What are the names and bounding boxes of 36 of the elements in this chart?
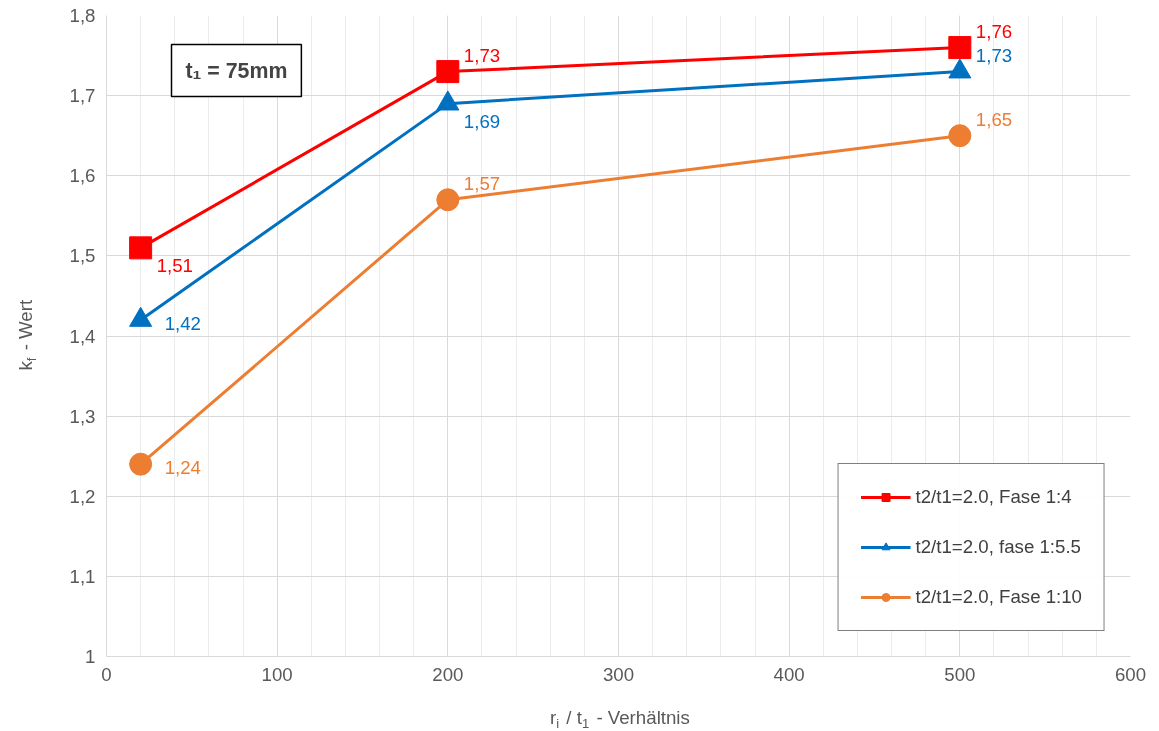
- data-label: 1,73: [975, 44, 1013, 66]
- data-label: 1,57: [463, 172, 501, 194]
- data-label: 1,73: [463, 44, 501, 66]
- point: [948, 124, 972, 148]
- x-tick-label: 0: [101, 663, 112, 685]
- data-label: 1,65: [975, 108, 1013, 130]
- y-tick-label: 1,6: [69, 165, 96, 187]
- y-tick-label: 1,1: [69, 565, 96, 587]
- y-tick-label: 1,3: [69, 405, 96, 427]
- legend-label: t2/t1=2.0, Fase 1:4: [915, 486, 1072, 508]
- y-tick-label: 1,7: [69, 85, 96, 107]
- y-tick-label: 1,4: [69, 325, 96, 347]
- x-tick-label: 400: [773, 663, 805, 685]
- annotation: t₁ = 75mm: [185, 58, 288, 83]
- data-label: 1,76: [975, 20, 1013, 42]
- data-label: 1,51: [156, 254, 193, 276]
- y-tick-label: 1,5: [69, 245, 96, 267]
- x-tick-label: 200: [432, 663, 464, 685]
- point: [129, 452, 153, 476]
- point: [436, 60, 460, 84]
- y-axis-title: kf - Wert: [15, 299, 40, 371]
- data-label: 1,24: [164, 457, 201, 479]
- x-tick-label: 100: [261, 663, 293, 685]
- point: [436, 188, 460, 212]
- y-tick-label: 1,2: [69, 485, 96, 507]
- x-tick-label: 600: [1114, 663, 1147, 685]
- data-label: 1,69: [463, 110, 501, 132]
- x-tick-label: 500: [944, 663, 976, 685]
- data-label: 1,42: [164, 312, 201, 334]
- y-tick-label: 1,8: [69, 5, 96, 26]
- legend-label: t2/t1=2.0, Fase 1:10: [915, 586, 1082, 608]
- point: [129, 236, 153, 260]
- y-tick-label: 1: [85, 646, 96, 667]
- point: [948, 36, 972, 60]
- x-tick-label: 300: [602, 663, 635, 685]
- legend-label: t2/t1=2.0, fase 1:5.5: [915, 536, 1081, 558]
